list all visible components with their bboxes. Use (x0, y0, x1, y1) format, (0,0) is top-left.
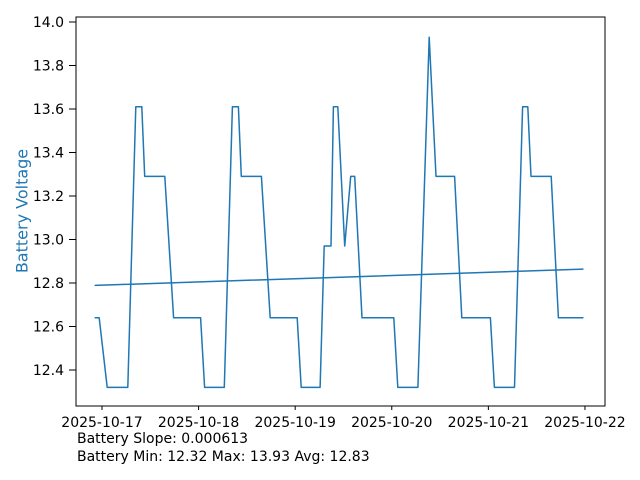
x-tick-label: 2025-10-17 (61, 415, 142, 431)
x-tick-label: 2025-10-19 (254, 415, 335, 431)
y-tick-label: 12.4 (33, 363, 64, 379)
x-tick-label: 2025-10-22 (544, 415, 625, 431)
y-axis-label: Battery Voltage (12, 148, 32, 274)
y-tick-label: 12.8 (33, 276, 64, 292)
battery-voltage-line (94, 36, 584, 389)
y-tick-label: 13.4 (33, 146, 64, 162)
y-tick-label: 12.6 (33, 320, 64, 336)
y-tick-label: 13.0 (33, 233, 64, 249)
x-tick-label: 2025-10-21 (448, 415, 529, 431)
x-tick-label: 2025-10-18 (158, 415, 239, 431)
plot-border (75, 16, 606, 407)
y-tick-label: 13.6 (33, 102, 64, 118)
x-tick-label: 2025-10-20 (351, 415, 432, 431)
annotation-slope: Battery Slope: 0.000613 (77, 431, 249, 447)
trend-line (94, 268, 584, 287)
annotation-min-max-avg: Battery Min: 12.32 Max: 13.93 Avg: 12.83 (77, 449, 370, 465)
y-tick-label: 13.8 (33, 59, 64, 75)
chart-annotation: Battery Slope: 0.000613 Battery Min: 12.… (77, 430, 370, 466)
y-tick-label: 14.0 (33, 15, 64, 31)
y-tick-label: 13.2 (33, 189, 64, 205)
